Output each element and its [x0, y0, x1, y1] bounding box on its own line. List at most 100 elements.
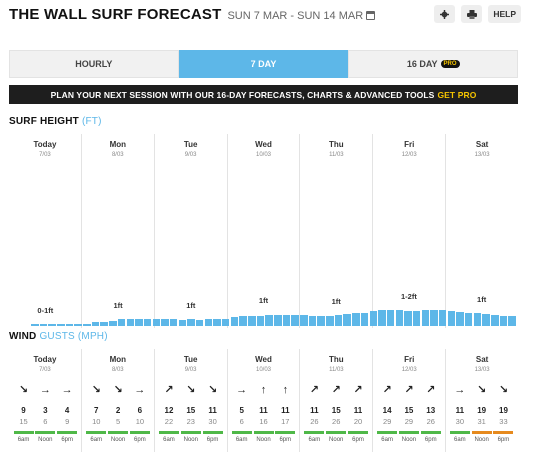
surf-unit: (FT) — [81, 116, 102, 127]
day-name: Mon — [109, 140, 126, 149]
wind-gust: 20 — [353, 417, 363, 426]
tab-label: 7 DAY — [250, 59, 277, 69]
wind-gust: 9 — [65, 417, 70, 426]
surf-bar — [473, 313, 482, 326]
wind-direction-arrow-icon: → — [454, 384, 466, 396]
get-pro-link[interactable]: GET PRO — [437, 89, 477, 100]
surf-bar — [317, 315, 325, 326]
surf-bar — [360, 312, 369, 326]
wind-title: WIND — [9, 331, 37, 342]
wind-speed: 2 — [115, 406, 121, 415]
tab-hourly[interactable]: HOURLY — [9, 50, 179, 78]
surf-bar — [334, 314, 343, 326]
surf-bar — [430, 309, 438, 326]
wind-speed: 11 — [281, 406, 290, 415]
wind-rating-strip — [35, 431, 56, 434]
wind-cell: → 4 9 6pm — [55, 384, 79, 443]
day-column: Sat 13/03 — [446, 349, 518, 452]
day-column: Wed 10/03 — [228, 134, 301, 328]
wind-speed: 19 — [477, 406, 487, 415]
wind-gust: 10 — [92, 417, 101, 426]
time-label: 6pm — [352, 437, 364, 443]
wind-cell: ↗ 15 26 Noon — [324, 384, 348, 443]
wind-rating-strip — [180, 431, 201, 434]
surf-bar — [152, 318, 160, 326]
surf-bar — [256, 315, 265, 326]
time-label: Noon — [38, 437, 53, 443]
wind-gust: 23 — [186, 417, 195, 426]
day-column: Sat 13/03 — [446, 134, 518, 328]
calendar-icon[interactable] — [366, 11, 376, 20]
wind-rating-strip — [86, 431, 107, 434]
forecast-tabs: HOURLY 7 DAY 16 DAY PRO — [9, 50, 519, 78]
day-date: 10/03 — [256, 152, 272, 158]
day-date: 9/03 — [184, 152, 197, 158]
time-label: 6pm — [206, 437, 219, 443]
surf-bar — [386, 309, 395, 326]
day-date: 10/03 — [256, 367, 272, 373]
day-date: 8/03 — [111, 367, 124, 373]
wind-cell: → 5 6 6am — [230, 384, 254, 443]
wind-rating-strip — [304, 431, 325, 434]
time-label: 6pm — [61, 437, 73, 443]
day-name: Fri — [404, 355, 415, 364]
wind-cell: ↗ 15 29 Noon — [397, 384, 421, 443]
surf-grid: Today 7/03 Mon 8/03 Tue 9/03 Wed 10/03 Thu 11… — [9, 134, 518, 328]
time-label: 6am — [163, 437, 175, 443]
day-column: Tue 9/03 — [155, 134, 228, 328]
date-range[interactable]: SUN 7 MAR - SUN 14 MAR — [227, 10, 376, 22]
surf-height-label: 1ft — [477, 295, 487, 304]
surf-height-label: 1ft — [258, 296, 269, 305]
wind-direction-arrow-icon: → — [61, 384, 73, 396]
wind-cell: ↗ 11 20 6pm — [346, 384, 370, 443]
surf-height-label: 0-1ft — [37, 306, 54, 315]
wind-gust: 26 — [426, 417, 435, 426]
day-date: 7/03 — [39, 152, 51, 158]
tab-16-day[interactable]: 16 DAY PRO — [348, 50, 519, 78]
wind-cell: ↑ 11 17 6pm — [273, 384, 297, 443]
top-buttons: HELP — [434, 5, 521, 23]
surf-bar — [74, 324, 82, 326]
promo-banner[interactable]: PLAN YOUR NEXT SESSION WITH OUR 16-DAY F… — [9, 85, 518, 104]
wind-direction-arrow-icon: ↗ — [353, 384, 363, 396]
day-date: 8/03 — [111, 152, 124, 158]
wind-direction-arrow-icon: ↗ — [404, 384, 414, 396]
help-button[interactable]: HELP — [488, 5, 521, 23]
wind-speed: 5 — [239, 406, 244, 415]
wind-heading: WIND GUSTS (MPH) — [9, 331, 108, 342]
wind-speed: 13 — [426, 406, 436, 415]
surf-bar — [274, 314, 282, 326]
wind-speed: 11 — [310, 406, 319, 415]
surf-bar — [143, 318, 152, 326]
wind-speed: 9 — [21, 406, 26, 415]
banner-text: PLAN YOUR NEXT SESSION WITH OUR 16-DAY F… — [50, 89, 435, 100]
tab-7-day[interactable]: 7 DAY — [178, 50, 349, 78]
wind-gust: 22 — [164, 417, 174, 426]
wind-cell: → 3 6 Noon — [33, 384, 57, 443]
wind-rating-strip — [449, 431, 470, 434]
time-label: 6am — [17, 437, 30, 443]
day-date: 12/03 — [401, 152, 417, 158]
wind-gust: 6 — [239, 417, 244, 426]
wind-speed: 4 — [64, 406, 70, 415]
page-header: THE WALL SURF FORECAST SUN 7 MAR - SUN 1… — [9, 6, 376, 26]
surf-bar — [499, 315, 508, 326]
surf-bar — [291, 314, 299, 326]
wind-speed: 3 — [43, 406, 48, 415]
time-label: 6am — [453, 437, 466, 443]
surf-bars — [31, 296, 517, 326]
surf-bar — [65, 324, 74, 326]
printer-icon — [466, 9, 477, 19]
day-name: Today — [33, 355, 57, 364]
surf-bar — [91, 322, 100, 326]
surf-bar — [308, 315, 317, 326]
settings-button[interactable] — [434, 5, 456, 23]
wind-rating-strip — [13, 431, 34, 434]
wind-direction-arrow-icon: ↑ — [260, 384, 267, 396]
day-date: 11/03 — [329, 367, 344, 373]
print-button[interactable] — [461, 5, 483, 23]
wind-direction-arrow-icon: ↗ — [426, 384, 436, 396]
wind-gust: 29 — [404, 417, 414, 426]
wind-rating-strip — [253, 431, 274, 434]
surf-bar — [248, 315, 256, 326]
